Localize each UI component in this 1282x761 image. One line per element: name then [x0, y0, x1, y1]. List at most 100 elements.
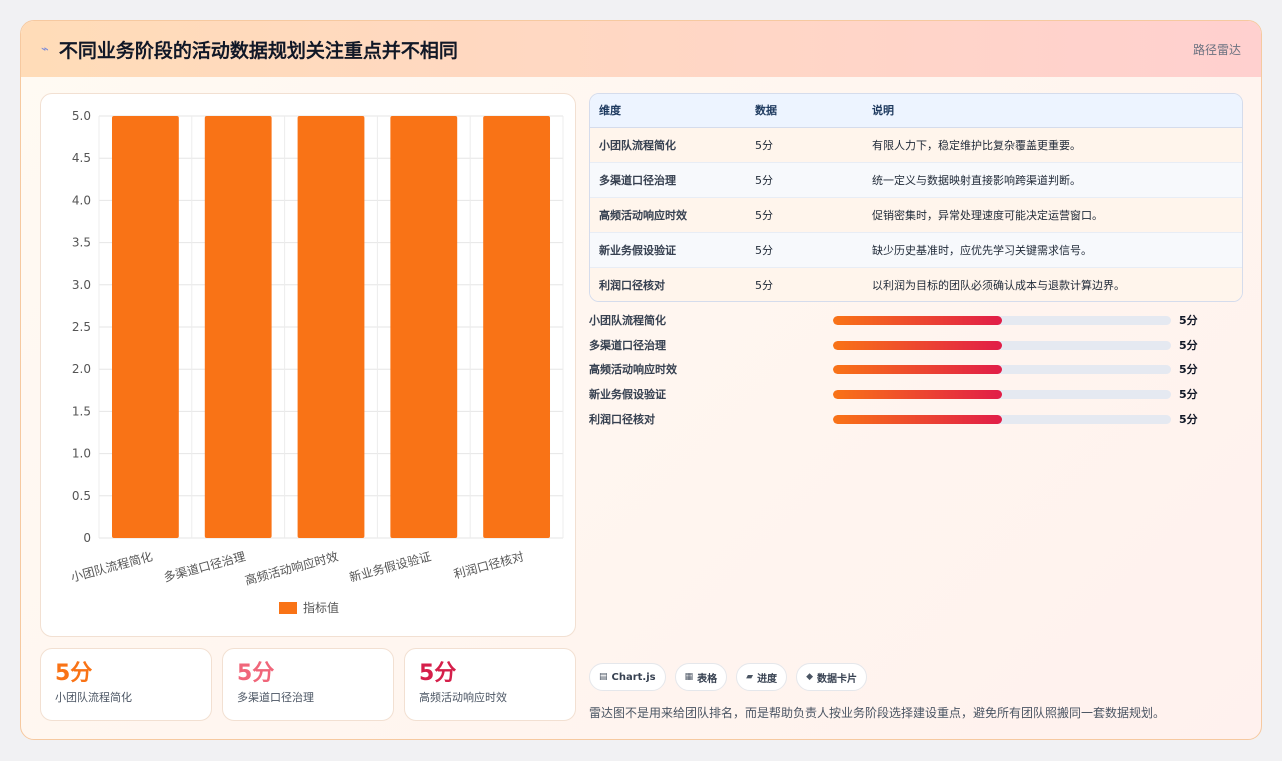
y-tick-label: 3.0 [72, 278, 91, 292]
footnote: 雷达图不是用来给团队排名，而是帮助负责人按业务阶段选择建设重点，避免所有团队照搬… [589, 706, 1166, 720]
progress-label: 多渠道口径治理 [589, 338, 666, 352]
y-tick-label: 0 [83, 531, 91, 545]
header-tag: 路径雷达 [1192, 43, 1241, 57]
table-cell: 促销密集时，异常处理速度可能决定运营窗口。 [863, 197, 1242, 233]
progress-fill [833, 340, 1002, 350]
kpi-label: 小团队流程简化 [55, 691, 132, 704]
chip-table[interactable]: ▦ 表格 [674, 663, 728, 691]
y-tick-label: 2.0 [72, 362, 91, 376]
progress-value: 5分 [1179, 363, 1198, 377]
page-title: 不同业务阶段的活动数据规划关注重点并不相同 [58, 39, 458, 62]
table-header-dimension: 维度 [590, 94, 746, 128]
table-header-row: 维度 数据 说明 [590, 94, 1242, 128]
table-cell: 统一定义与数据映射直接影响跨渠道判断。 [863, 162, 1242, 198]
tech-chips: ▤ Chart.js ▦ 表格 ▰ 进度 ◆ 数据卡片 [589, 663, 867, 691]
chip-label: Chart.js [611, 671, 656, 683]
chip-progress[interactable]: ▰ 进度 [736, 663, 788, 691]
chip-label: 进度 [757, 673, 778, 685]
x-tick-label: 高频活动响应时效 [243, 548, 340, 587]
table-row: 小团队流程简化 5分 有限人力下，稳定维护比复杂覆盖更重要。 [590, 127, 1242, 163]
main-card: ⌁ 不同业务阶段的活动数据规划关注重点并不相同 路径雷达 0 0.5 1.0 1.5 2… [20, 20, 1262, 740]
table-cell: 多渠道口径治理 [590, 162, 746, 198]
progress-value: 5分 [1179, 388, 1198, 402]
x-tick-label: 多渠道口径治理 [162, 549, 247, 584]
table-cell: 有限人力下，稳定维护比复杂覆盖更重要。 [863, 127, 1242, 163]
progress-value: 5分 [1179, 338, 1198, 352]
bar [297, 116, 365, 538]
table-cell: 5分 [746, 267, 863, 301]
kpi-value: 5分 [55, 661, 93, 686]
progress-label: 新业务假设验证 [589, 388, 666, 402]
x-tick-label: 新业务假设验证 [348, 548, 433, 584]
chip-label: 表格 [697, 673, 718, 685]
progress-value: 5分 [1179, 412, 1198, 426]
bar-chart: 0 0.5 1.0 1.5 2.0 2.5 3.0 3.5 4.0 4.5 5.0 小团队流程简化 多渠… [40, 93, 576, 637]
legend-swatch [279, 602, 297, 614]
progress-row: 利润口径核对 5分 [589, 412, 1249, 437]
legend-label: 指标值 [303, 600, 339, 615]
y-tick-label: 5.0 [72, 109, 91, 123]
y-tick-label: 4.0 [72, 193, 91, 207]
kpi-value: 5分 [419, 661, 457, 686]
progress-row: 多渠道口径治理 5分 [589, 338, 1249, 363]
table-cell: 5分 [746, 162, 863, 198]
chip-chartjs[interactable]: ▤ Chart.js [589, 663, 666, 691]
bar [111, 116, 179, 538]
progress-list: 小团队流程简化 5分 多渠道口径治理 5分 高频活动响应时效 5分 新业务假设验… [589, 313, 1249, 436]
progress-label: 高频活动响应时效 [589, 363, 677, 377]
progress-value: 5分 [1179, 314, 1198, 327]
chip-data-card[interactable]: ◆ 数据卡片 [796, 663, 867, 691]
kpi-value: 5分 [237, 661, 275, 686]
y-tick-label: 3.5 [72, 236, 91, 250]
bar [204, 116, 272, 538]
table-cell: 新业务假设验证 [590, 232, 746, 268]
table-header-value: 数据 [746, 94, 863, 128]
table-icon: ▦ [684, 672, 694, 682]
chart-spark-icon: ⌁ [41, 41, 49, 57]
progress-fill [833, 365, 1002, 375]
progress-track [833, 316, 1171, 325]
y-tick-label: 1.0 [72, 447, 91, 461]
x-tick-label: 利润口径核对 [452, 549, 525, 581]
progress-icon: ▰ [746, 672, 754, 682]
table-cell: 高频活动响应时效 [590, 197, 746, 233]
chip-label: 数据卡片 [816, 673, 857, 685]
y-tick-label: 2.5 [72, 320, 91, 334]
chart-icon: ▤ [599, 672, 608, 682]
table-row: 高频活动响应时效 5分 促销密集时，异常处理速度可能决定运营窗口。 [590, 197, 1242, 233]
progress-track [833, 340, 1171, 350]
progress-track [833, 390, 1171, 400]
kpi-card-3: 5分 高频活动响应时效 [404, 648, 576, 721]
table-row: 多渠道口径治理 5分 统一定义与数据映射直接影响跨渠道判断。 [590, 162, 1242, 198]
table-cell: 5分 [746, 197, 863, 233]
y-tick-label: 1.5 [72, 404, 91, 418]
progress-track [833, 365, 1171, 375]
progress-row: 高频活动响应时效 5分 [589, 362, 1249, 387]
x-tick-label: 小团队流程简化 [69, 548, 154, 584]
kpi-card-2: 5分 多渠道口径治理 [222, 648, 394, 721]
table-header-note: 说明 [863, 94, 1242, 128]
progress-fill [833, 390, 1002, 400]
kpi-card-1: 5分 小团队流程简化 [40, 648, 212, 721]
y-tick-label: 0.5 [72, 489, 91, 503]
progress-label: 小团队流程简化 [589, 314, 666, 327]
data-table: 维度 数据 说明 小团队流程简化 5分 有限人力下，稳定维护比复杂覆盖更重要。 … [589, 93, 1243, 302]
kpi-label: 高频活动响应时效 [419, 691, 507, 704]
bar [483, 116, 551, 538]
progress-track [833, 414, 1171, 424]
kpi-label: 多渠道口径治理 [237, 691, 314, 704]
progress-fill [833, 414, 1002, 424]
table-cell: 缺少历史基准时，应优先学习关键需求信号。 [863, 232, 1242, 268]
table-cell: 利润口径核对 [590, 267, 746, 301]
y-tick-label: 4.5 [72, 151, 91, 165]
progress-row: 小团队流程简化 5分 [589, 313, 1249, 338]
progress-fill [833, 316, 1002, 325]
table-cell: 小团队流程简化 [590, 127, 746, 163]
progress-row: 新业务假设验证 5分 [589, 387, 1249, 412]
progress-label: 利润口径核对 [589, 412, 655, 426]
header: ⌁ 不同业务阶段的活动数据规划关注重点并不相同 路径雷达 [21, 21, 1261, 77]
table-cell: 以利润为目标的团队必须确认成本与退款计算边界。 [863, 267, 1242, 301]
table-cell: 5分 [746, 232, 863, 268]
table-row: 新业务假设验证 5分 缺少历史基准时，应优先学习关键需求信号。 [590, 232, 1242, 268]
table-cell: 5分 [746, 127, 863, 163]
